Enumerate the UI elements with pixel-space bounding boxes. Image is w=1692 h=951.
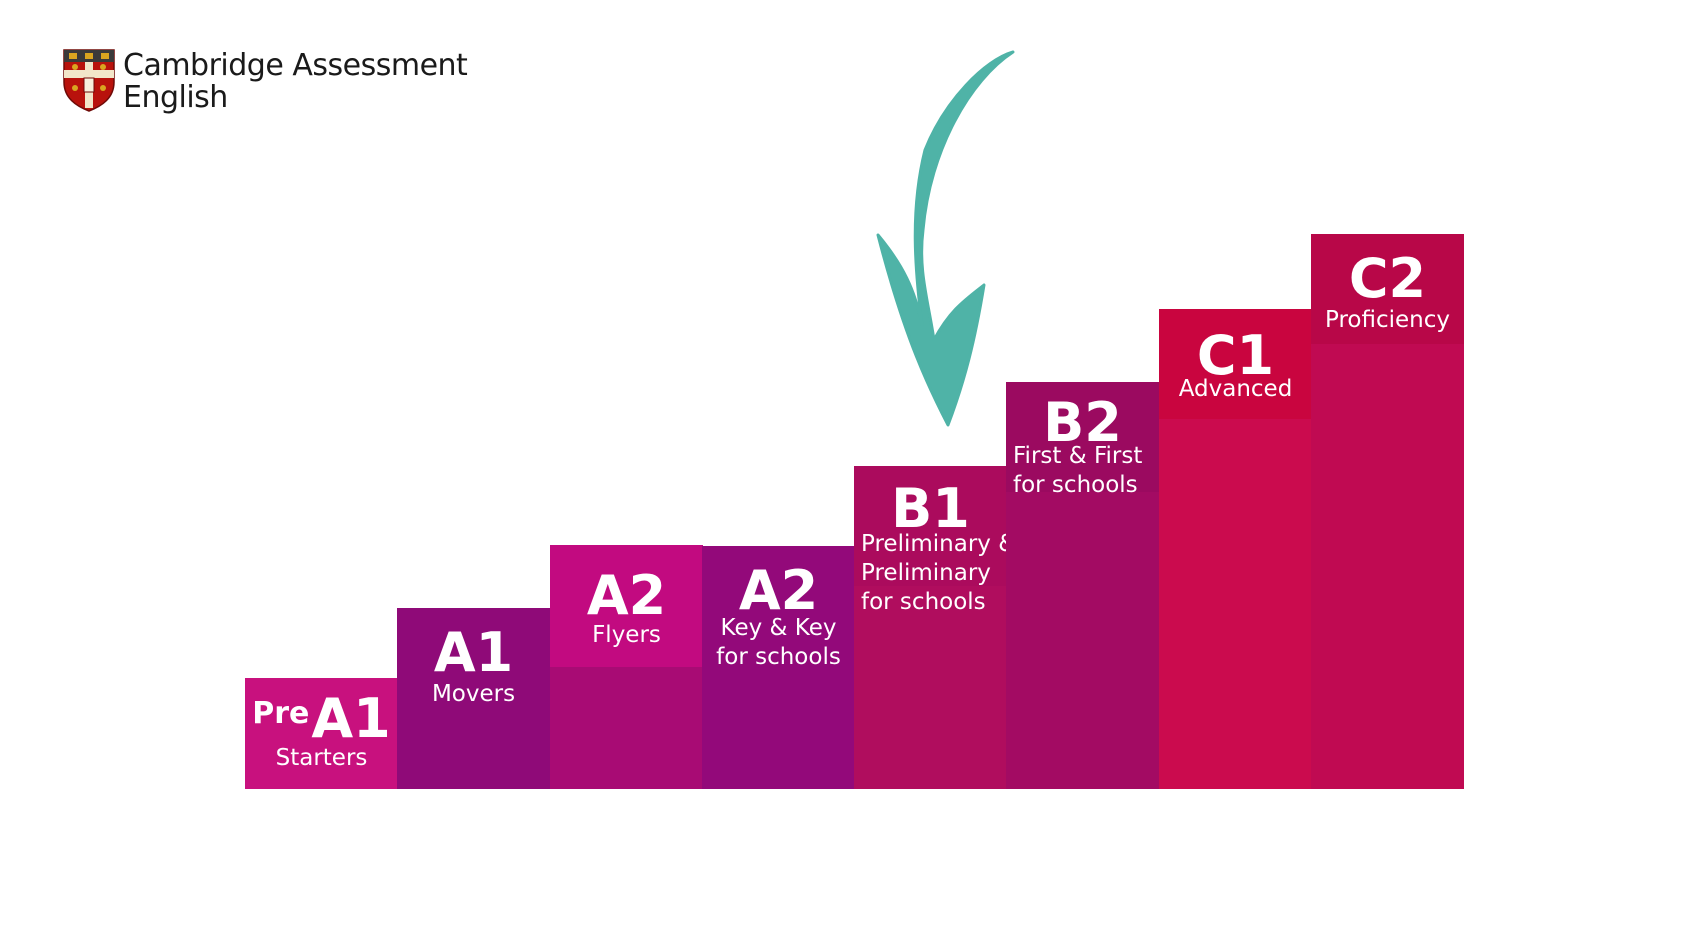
level-code-main: C2	[1348, 247, 1427, 310]
level-exam-name: Starters	[245, 744, 398, 773]
level-step-a1: A1 Movers	[397, 608, 550, 789]
level-code: PreA1	[245, 692, 398, 746]
level-exam-name-line: Starters	[275, 745, 368, 771]
level-code-prefix: Pre	[252, 696, 310, 731]
level-code-main: B1	[891, 477, 970, 540]
level-code: B1	[854, 482, 1007, 536]
level-step-b1: B1 Preliminary & Preliminary for schools	[854, 466, 1007, 789]
level-code-main: A1	[433, 621, 514, 684]
level-code: A2	[550, 569, 703, 623]
level-exam-name-line: Key & Key	[720, 615, 837, 641]
level-cap: B1 Preliminary & Preliminary for schools	[854, 466, 1007, 615]
level-exam-name-line: for schools	[716, 644, 841, 670]
level-code-main: A2	[738, 559, 819, 622]
level-code: C1	[1159, 329, 1312, 383]
level-step-b2: B2 First & First for schools	[1006, 382, 1159, 789]
level-code-main: B2	[1043, 391, 1122, 454]
level-code-main: A2	[586, 564, 667, 627]
level-exam-name-line: Movers	[431, 681, 516, 707]
level-exam-name: Flyers	[550, 621, 703, 650]
level-cap: C2 Proficiency	[1311, 234, 1464, 344]
level-exam-name-line: Preliminary	[861, 560, 991, 586]
level-cap: B2 First & First for schools	[1006, 382, 1159, 498]
level-exam-name: Advanced	[1159, 375, 1312, 404]
level-exam-name-line: Preliminary &	[861, 531, 1007, 557]
cambridge-logo: Cambridge Assessment English	[62, 48, 468, 118]
level-step-c2: C2 Proficiency	[1311, 234, 1464, 789]
level-cap: A1 Movers	[397, 608, 550, 716]
level-exam-name: Key & Key for schools	[702, 614, 855, 672]
level-exam-name-line: Proficiency	[1325, 307, 1450, 333]
level-exam-name: Preliminary & Preliminary for schools	[861, 530, 1007, 617]
level-code: A2	[702, 564, 855, 618]
level-exam-name: Movers	[397, 680, 550, 709]
level-exam-name-line: Flyers	[592, 622, 661, 648]
level-code: C2	[1311, 252, 1464, 306]
level-step-a2: A2 Flyers	[550, 545, 703, 789]
level-code: B2	[1006, 396, 1159, 450]
level-exam-name-line: for schools	[1013, 472, 1138, 498]
level-code-main: A1	[311, 687, 391, 750]
level-code-main: C1	[1196, 324, 1275, 387]
level-step-pre-a1: PreA1 Starters	[245, 678, 398, 789]
logo-text-line1: Cambridge Assessment	[123, 48, 468, 83]
level-step-c1: C1 Advanced	[1159, 309, 1312, 789]
level-exam-name: First & First for schools	[1013, 442, 1142, 500]
level-cap: A2 Key & Key for schools	[702, 546, 855, 670]
level-step-a2-key: A2 Key & Key for schools	[702, 546, 855, 789]
logo-text-line2: English	[123, 80, 228, 115]
level-code: A1	[397, 626, 550, 680]
level-cap: A2 Flyers	[550, 545, 703, 667]
level-exam-name-line: Advanced	[1178, 376, 1293, 402]
level-exam-name-line: First & First	[1013, 443, 1143, 469]
cambridge-shield-icon	[63, 49, 115, 112]
level-exam-name: Proficiency	[1311, 306, 1464, 335]
level-exam-name-line: for schools	[861, 589, 986, 615]
level-cap: PreA1 Starters	[245, 678, 398, 788]
level-cap: C1 Advanced	[1159, 309, 1312, 419]
